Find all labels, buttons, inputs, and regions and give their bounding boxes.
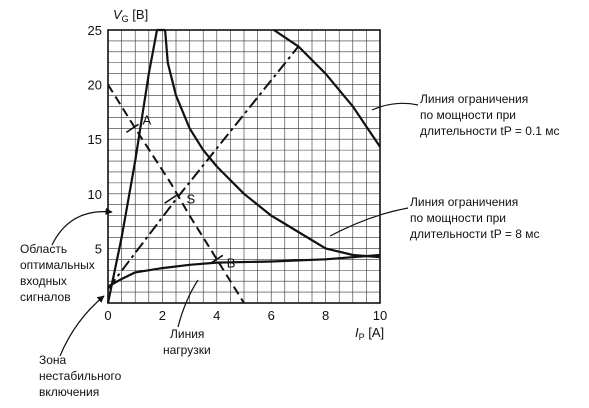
- y-tick-label: 20: [88, 78, 102, 93]
- y-tick-label: 10: [88, 187, 102, 202]
- point-label-s: S: [187, 191, 196, 206]
- point-label-b: B: [227, 255, 236, 270]
- leader-power-limit-01ms: [371, 102, 419, 111]
- x-tick-label: 8: [322, 308, 329, 323]
- x-axis-label: IP [А]: [355, 325, 384, 342]
- point-mark: [164, 194, 178, 204]
- annotation-power-limit-01ms: Линия ограничения по мощности при длител…: [420, 92, 560, 138]
- y-tick-label: 25: [88, 23, 102, 38]
- point-label-a: A: [142, 112, 151, 127]
- leader-optimal-region: [51, 207, 113, 246]
- x-tick-label: 4: [213, 308, 220, 323]
- y-axis-label: VG [В]: [113, 7, 148, 24]
- series-line-1: [106, 28, 166, 304]
- y-tick-label: 15: [88, 132, 102, 147]
- series-line-3: [164, 29, 381, 259]
- annotation-unstable-zone: Зона нестабильного включения: [39, 353, 125, 399]
- series-line-2: [107, 253, 381, 288]
- annotation-optimal-input-region: Область оптимальных входных сигналов: [20, 242, 98, 304]
- point-labels: A S B: [126, 112, 235, 270]
- x-tick-label: 10: [373, 308, 387, 323]
- point-mark: [126, 123, 139, 133]
- annotation-leaders: [51, 102, 419, 357]
- leader-unstable-zone: [59, 295, 105, 357]
- y-tick-labels: 5 10 15 20 25: [88, 23, 102, 256]
- y-tick-label: 5: [95, 241, 102, 256]
- annotation-power-limit-8ms: Линия ограничения по мощности при длител…: [410, 195, 540, 241]
- annotation-load-line: Линия нагрузки: [163, 327, 211, 357]
- chart-series: [106, 28, 381, 304]
- x-tick-label: 0: [104, 308, 111, 323]
- series-line-4: [273, 29, 381, 148]
- x-tick-label: 6: [268, 308, 275, 323]
- series-line-5: [107, 84, 245, 304]
- leader-load-line: [177, 279, 199, 328]
- x-tick-labels: 0 2 4 6 8 10: [104, 308, 387, 323]
- x-tick-label: 2: [159, 308, 166, 323]
- leader-power-limit-8ms: [329, 207, 409, 237]
- point-mark: [210, 254, 224, 264]
